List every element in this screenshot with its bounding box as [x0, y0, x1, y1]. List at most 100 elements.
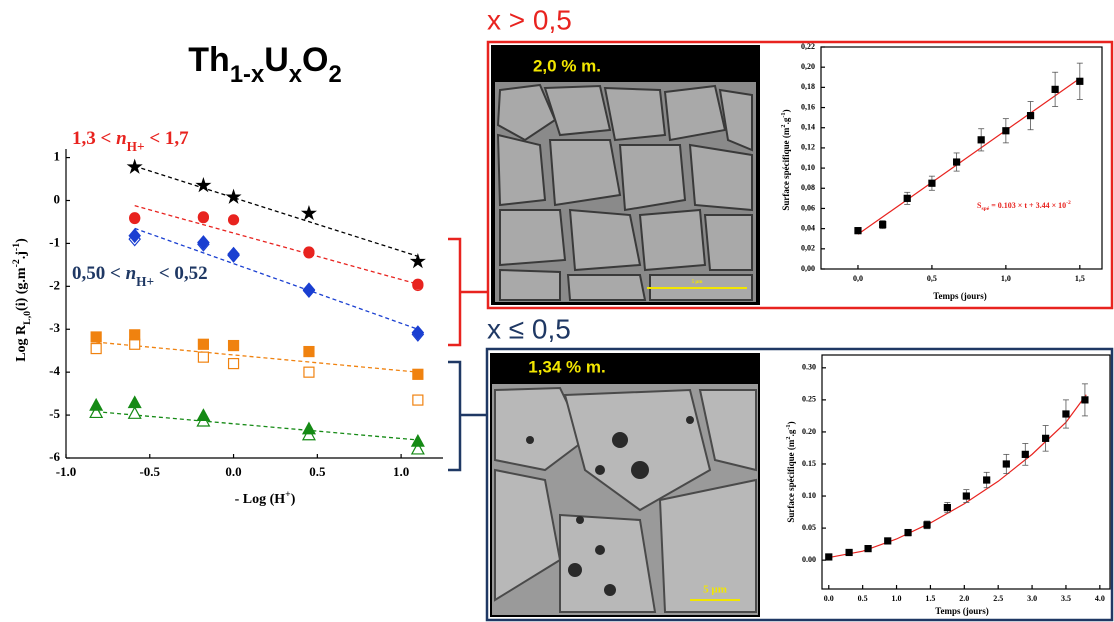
point [303, 246, 315, 258]
fit-line [134, 165, 419, 257]
y-tick-label: 0,22 [801, 42, 815, 51]
chart: -1.0 -0.5 0.0 0.5 1.0 1 0 -1 -2 -3 -4 -5 -6 Th1-xUxO2… [11, 41, 443, 507]
point [410, 433, 425, 447]
text-part: -2 [11, 259, 22, 267]
point [1051, 85, 1059, 93]
text-part: Th [188, 41, 230, 79]
y-tick-label: 0 [54, 191, 61, 206]
text-part: S [977, 201, 982, 210]
panel-heading: x ≤ 0,5 [487, 313, 571, 344]
red-bracket [448, 237, 487, 347]
chart: 0,0 0,5 1,0 1,5 0,00 0,02 0,04 0,06 0,08 0,10 0,12… [487, 4, 1103, 301]
x-tick-label: 0.0 [824, 594, 834, 603]
y-tick-label: 0,00 [801, 264, 815, 273]
point [1021, 450, 1029, 458]
fit-line [96, 411, 418, 441]
text-part: U [264, 41, 289, 79]
y-tick-label: 0,20 [801, 62, 815, 71]
text-part: O [302, 41, 328, 79]
point [129, 338, 141, 350]
point [412, 278, 424, 290]
text-part: Temps (jours) [933, 291, 986, 301]
text-part: .g [781, 117, 791, 124]
x-tick-label: 3.0 [1027, 594, 1037, 603]
fit-line [828, 394, 1087, 559]
text-part: < 0,52 [154, 263, 208, 284]
point [825, 553, 833, 561]
point [962, 492, 970, 500]
text-part: ) [786, 421, 796, 424]
y-tick-label: 0.10 [802, 491, 816, 500]
y-axis-label: Log RL,0(i) (g.m-2.j-1) [11, 238, 33, 362]
text-part: + [285, 489, 291, 500]
x-tick-label: -1.0 [56, 464, 77, 479]
text-part: -1 [785, 424, 792, 429]
panel-heading: x > 0,5 [487, 4, 572, 35]
point [227, 246, 240, 262]
point [1062, 410, 1070, 418]
point [126, 158, 143, 174]
x-tick-label: 1,5 [1075, 274, 1085, 283]
fit-line [134, 227, 419, 330]
x-tick-label: 1.5 [925, 594, 935, 603]
text-part: Surface spécifique (m [786, 439, 796, 522]
point [410, 441, 425, 455]
point [196, 408, 211, 422]
point [864, 545, 872, 553]
text-part: 2 [780, 124, 787, 127]
text-part: .j [14, 251, 29, 259]
point [300, 204, 317, 221]
x-axis-label: - Log (H+) [235, 489, 296, 507]
text-part: < 1,7 [145, 128, 190, 149]
point [983, 476, 991, 484]
text-part: (i) (g.m [14, 267, 29, 311]
text-part: - Log (H [235, 492, 286, 507]
point [129, 212, 141, 224]
point [1002, 127, 1010, 135]
annotation: 1,3 < nH+ < 1,7 [72, 128, 189, 153]
point [128, 228, 141, 244]
text-part: -1 [11, 243, 22, 251]
text-part: n [126, 263, 137, 284]
chart-title: Th1-xUxO2 [188, 41, 341, 88]
point [928, 179, 936, 187]
text-part: H+ [127, 139, 145, 154]
text-part: n [116, 128, 127, 149]
x-tick-label: 1.0 [892, 594, 902, 603]
text-part: 2 [785, 436, 792, 439]
scale-label: 5 µm [692, 280, 704, 285]
plot-frame [820, 46, 1103, 270]
point [127, 395, 142, 409]
y-tick-label: 0,04 [801, 223, 815, 232]
x-tick-label: 1.0 [393, 464, 409, 479]
text-part: Log R [14, 324, 29, 362]
point [409, 253, 426, 269]
point [303, 366, 315, 378]
x-tick-label: 0.5 [309, 464, 326, 479]
scale-label: 5 µm [703, 584, 727, 596]
point [197, 235, 210, 250]
y-tick-label: 1 [54, 149, 61, 164]
y-tick-label: 0.05 [802, 523, 816, 532]
point [227, 339, 240, 352]
point [411, 325, 425, 341]
text-part: = 0.103 × t + 3.44 × 10 [989, 201, 1066, 210]
x-tick-label: 0.5 [858, 594, 868, 603]
point [1076, 77, 1084, 85]
plot-frame [821, 354, 1111, 590]
y-tick-label: 0,02 [801, 244, 815, 253]
chart: 0.0 0.5 1.0 1.5 2.0 2.5 3.0 3.5 4.0 0.00 0.05 0.10 0… [487, 313, 1111, 616]
text-part: 2 [328, 61, 341, 88]
text-part: -2 [1066, 200, 1071, 206]
fit-line [96, 341, 418, 373]
point [845, 548, 853, 557]
point [89, 397, 104, 411]
point [943, 503, 951, 512]
point [195, 177, 212, 193]
x-tick-label: 0,0 [853, 274, 863, 283]
point [197, 351, 209, 363]
y-tick-label: -5 [49, 406, 60, 421]
y-tick-label: 0.25 [802, 395, 816, 404]
sem-image-bottom [490, 353, 760, 617]
